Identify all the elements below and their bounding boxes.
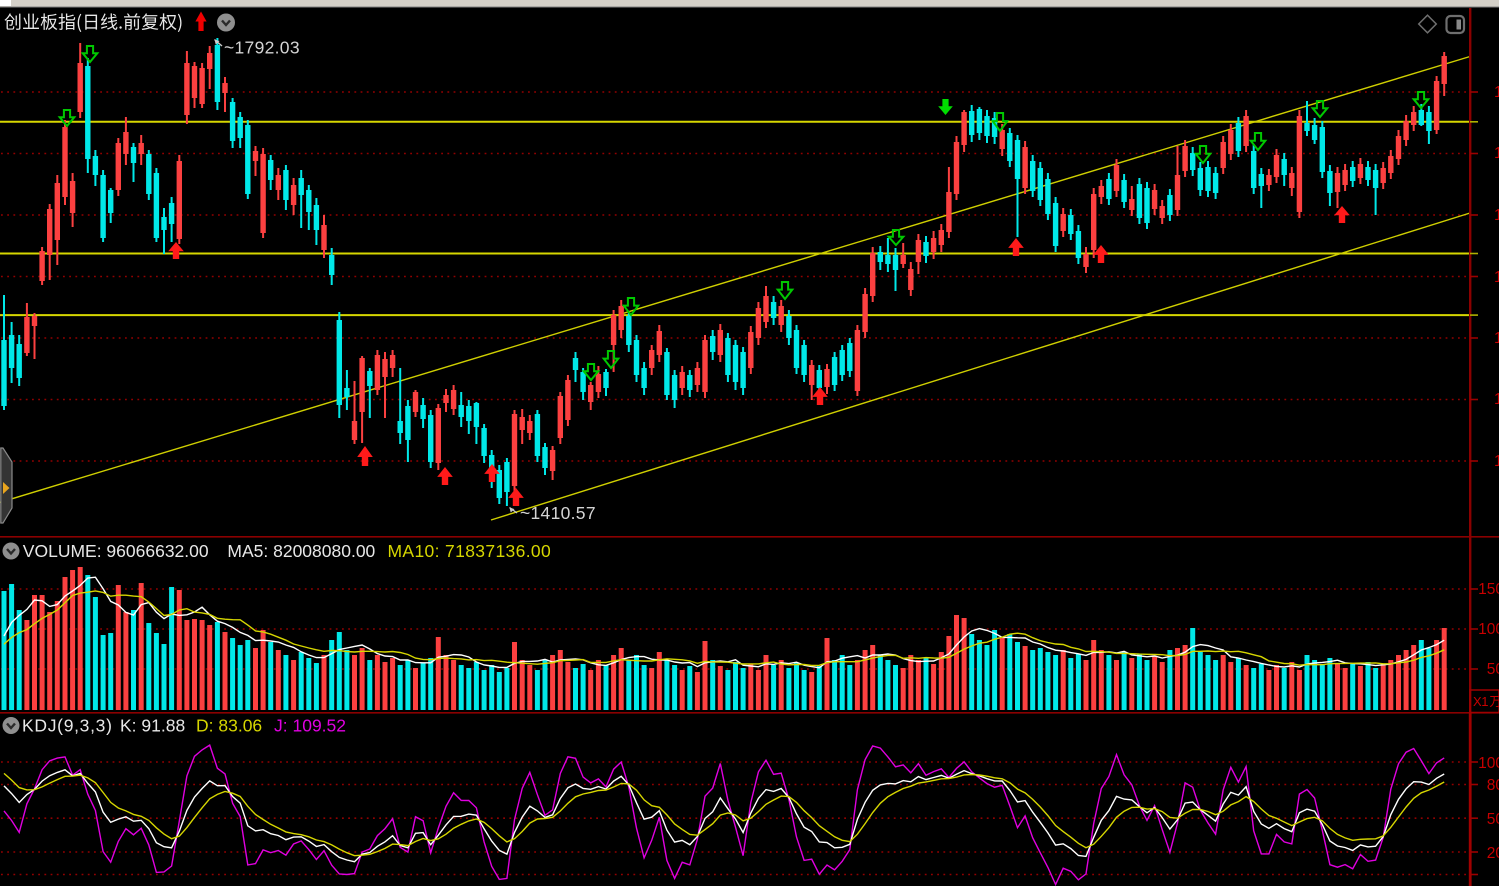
svg-text:1: 1 bbox=[1481, 694, 1488, 709]
svg-text:MA10: 71837136.00: MA10: 71837136.00 bbox=[388, 541, 552, 561]
svg-text:KDJ(9,3,3): KDJ(9,3,3) bbox=[22, 716, 113, 736]
svg-text:D: 83.06: D: 83.06 bbox=[196, 716, 262, 736]
svg-text:100: 100 bbox=[1478, 621, 1499, 638]
svg-text:50: 50 bbox=[1487, 661, 1499, 678]
svg-text:80: 80 bbox=[1487, 777, 1499, 794]
svg-text:MA5: 82008080.00: MA5: 82008080.00 bbox=[227, 541, 375, 561]
svg-text:18: 18 bbox=[1494, 453, 1499, 470]
svg-text:X: X bbox=[1473, 694, 1482, 709]
svg-text:18: 18 bbox=[1494, 330, 1499, 347]
svg-text:18: 18 bbox=[1494, 207, 1499, 224]
svg-text:~1410.57: ~1410.57 bbox=[520, 503, 596, 523]
svg-text:18: 18 bbox=[1494, 391, 1499, 408]
svg-text:50: 50 bbox=[1487, 811, 1499, 828]
svg-text:VOLUME: 96066632.00: VOLUME: 96066632.00 bbox=[23, 541, 209, 561]
svg-text:18: 18 bbox=[1494, 269, 1499, 286]
svg-text:~1792.03: ~1792.03 bbox=[224, 38, 300, 58]
svg-text:J: 109.52: J: 109.52 bbox=[274, 716, 346, 736]
svg-text:150: 150 bbox=[1478, 581, 1499, 598]
svg-text:18: 18 bbox=[1494, 145, 1499, 162]
svg-text:K: 91.88: K: 91.88 bbox=[120, 716, 185, 736]
svg-text:100: 100 bbox=[1478, 755, 1499, 772]
svg-text:18: 18 bbox=[1494, 84, 1499, 101]
svg-text:20: 20 bbox=[1487, 845, 1499, 862]
